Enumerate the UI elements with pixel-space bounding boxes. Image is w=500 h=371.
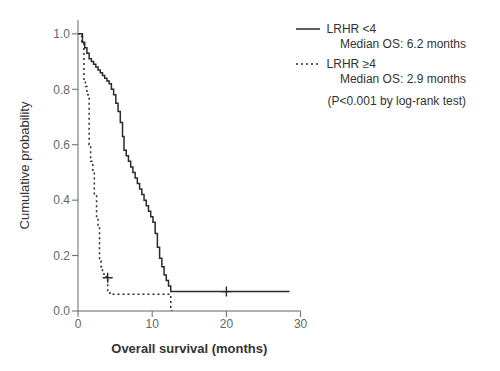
svg-text:0: 0 [75,317,82,331]
svg-text:0.2: 0.2 [53,249,70,263]
svg-text:0.6: 0.6 [53,138,70,152]
svg-text:10: 10 [146,317,160,331]
svg-text:Overall survival (months): Overall survival (months) [111,341,267,356]
svg-text:30: 30 [294,317,308,331]
html-text:(P<0.001 by log-rank test): (P<0.001 by log-rank test) [327,94,466,108]
svg-text:0.4: 0.4 [53,193,70,207]
svg-text:0.8: 0.8 [53,83,70,97]
html-text:LRHR ≥4 Median OS: 2.9 months: LRHR ≥4 Median OS: 2.9 months [326,57,466,86]
svg-text:20: 20 [220,317,234,331]
svg-text:Cumulative probability: Cumulative probability [17,101,32,229]
svg-text:1.0: 1.0 [53,27,70,41]
html-text:LRHR <4 Median OS: 6.2 months: LRHR <4 Median OS: 6.2 months [326,22,466,51]
svg-text:0.0: 0.0 [53,304,70,318]
